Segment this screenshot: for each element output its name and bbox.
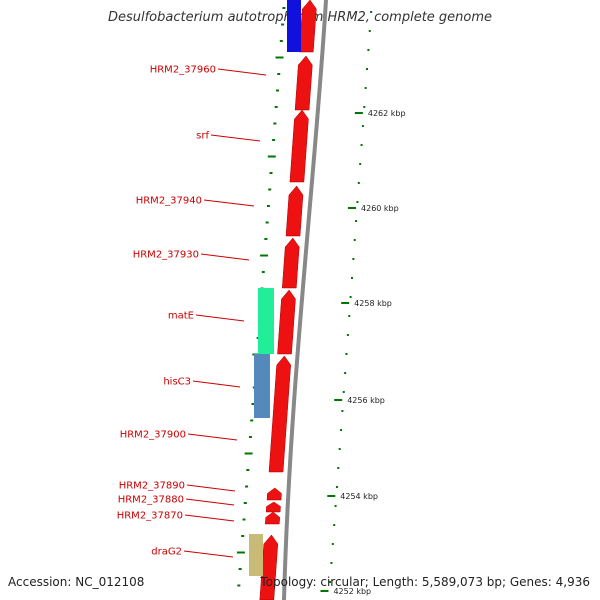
gene-label-HRM2_37900: HRM2_37900 [120, 430, 186, 441]
feature-blue [287, 0, 301, 52]
gene-label-srf: srf [196, 131, 209, 142]
scale-label: 4256 kbp [347, 396, 385, 405]
leader-line [183, 550, 234, 558]
gene-arrow-5 [281, 237, 300, 289]
gene-arrow-3 [289, 109, 309, 183]
gene-arrow-6 [277, 289, 296, 355]
gene-label-hisC3: hisC3 [163, 377, 191, 388]
gene-label-HRM2_37930: HRM2_37930 [133, 250, 199, 261]
scale-label: 4252 kbp [333, 587, 371, 596]
scale-labels: 4262 kbp 4260 kbp 4258 kbp 4256 kbp 4254 kbp… [320, 109, 406, 596]
scale-label: 4262 kbp [368, 109, 406, 118]
label-leaders [183, 68, 267, 558]
gene-arrow-11 [259, 534, 279, 600]
leader-line [217, 68, 267, 76]
gene-label-HRM2_37890: HRM2_37890 [119, 481, 185, 492]
gene-label-draG2: draG2 [151, 547, 182, 558]
gene-arrow-8 [266, 487, 282, 501]
leader-line [203, 199, 255, 207]
leader-line [195, 314, 245, 322]
leader-line [187, 433, 238, 441]
scale-label: 4258 kbp [354, 299, 392, 308]
scale-label: 4254 kbp [340, 492, 378, 501]
topology-text: Topology: circular; Length: 5,589,073 bp… [260, 575, 590, 589]
feature-track [249, 0, 301, 576]
scale-label: 4260 kbp [361, 204, 399, 213]
gene-label-HRM2_37940: HRM2_37940 [136, 196, 202, 207]
gene-arrow-9 [265, 501, 281, 513]
feature-matE [258, 288, 274, 354]
feature-draG2 [249, 534, 263, 576]
gene-arrow-7 [268, 355, 291, 473]
gene-arrow-4 [285, 185, 304, 237]
outer-tick-ring [329, 11, 373, 583]
gene-arrow-10 [265, 511, 281, 525]
gene-label-matE: matE [168, 311, 194, 322]
gene-label-HRM2_37960: HRM2_37960 [150, 65, 216, 76]
gene-label-HRM2_37870: HRM2_37870 [117, 511, 183, 522]
genome-backbone [282, 0, 328, 600]
gene-track [259, 0, 317, 600]
leader-line [186, 484, 236, 492]
accession-text: Accession: NC_012108 [8, 575, 145, 589]
leader-line [200, 253, 250, 261]
leader-line [192, 380, 241, 388]
leader-line [185, 498, 235, 506]
gene-arrow-2 [294, 55, 313, 111]
gene-label-HRM2_37880: HRM2_37880 [118, 495, 184, 506]
leader-line [210, 134, 261, 142]
leader-line [184, 514, 235, 522]
feature-hisC3 [254, 354, 270, 418]
gene-arrow-1 [298, 0, 317, 53]
